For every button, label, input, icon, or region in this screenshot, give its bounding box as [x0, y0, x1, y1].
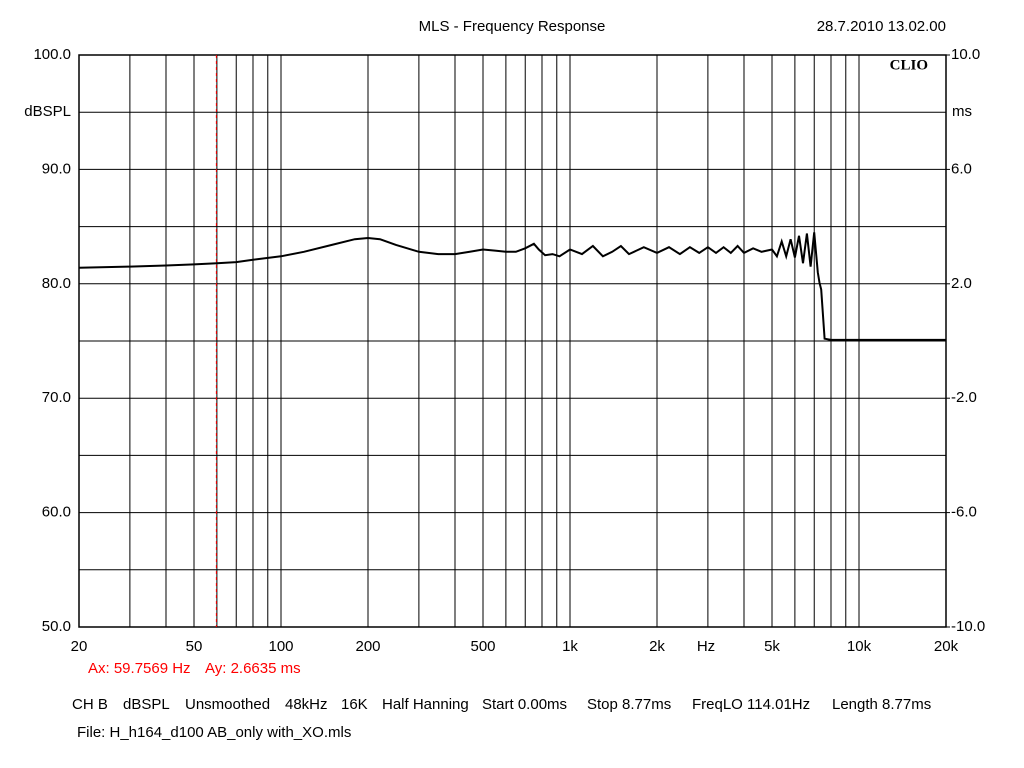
y2-tick-label: 6.0: [951, 160, 972, 177]
y-tick-label: 70.0: [42, 389, 71, 406]
plot-frame: [78, 54, 947, 628]
file-name: File: H_h164_d100 AB_only with_XO.mls: [77, 724, 351, 741]
y2-tick-label: 10.0: [951, 46, 980, 63]
info-item: dBSPL: [123, 696, 170, 713]
x-tick-label: 50: [186, 638, 203, 655]
y-tick-label: 80.0: [42, 275, 71, 292]
info-item: CH B: [72, 696, 108, 713]
x-tick-label: 1k: [562, 638, 578, 655]
info-item: FreqLO 114.01Hz: [692, 696, 810, 713]
chart-title: MLS - Frequency Response: [419, 18, 606, 35]
y-tick-label: 100.0: [33, 46, 71, 63]
response-line: [78, 232, 946, 341]
x-tick-label: 10k: [847, 638, 872, 655]
x-tick-label: 200: [355, 638, 380, 655]
info-item: 16K: [341, 696, 368, 713]
y2-tick-label: 2.0: [951, 275, 972, 292]
x-tick-label: 5k: [764, 638, 780, 655]
y-tick-label: 50.0: [42, 618, 71, 635]
info-item: Length 8.77ms: [832, 696, 931, 713]
y2-tick-label: -2.0: [951, 389, 977, 406]
info-item: Stop 8.77ms: [587, 696, 671, 713]
cursor-label: Ay: 2.6635 ms: [205, 660, 301, 677]
brand: CLIO: [890, 57, 928, 73]
x-tick-label: 20: [71, 638, 88, 655]
x-tick-label: 500: [470, 638, 495, 655]
date: 28.7.2010 13.02.00: [817, 18, 946, 35]
y-tick-label: 90.0: [42, 160, 71, 177]
x-tick-label: 2k: [649, 638, 665, 655]
y2-tick-label: -6.0: [951, 504, 977, 521]
x-tick-label: 100: [268, 638, 293, 655]
cursor-label: Ax: 59.7569 Hz: [88, 660, 191, 677]
info-item: Half Hanning: [382, 696, 469, 713]
y2-axis-label: ms: [952, 103, 972, 120]
y-tick-label: 60.0: [42, 504, 71, 521]
y-axis-label: dBSPL: [24, 103, 71, 120]
x-tick-label: 20k: [934, 638, 959, 655]
info-item: Start 0.00ms: [482, 696, 567, 713]
info-item: 48kHz: [285, 696, 328, 713]
x-axis-label: Hz: [697, 638, 715, 655]
y2-tick-label: -10.0: [951, 618, 985, 635]
info-item: Unsmoothed: [185, 696, 270, 713]
